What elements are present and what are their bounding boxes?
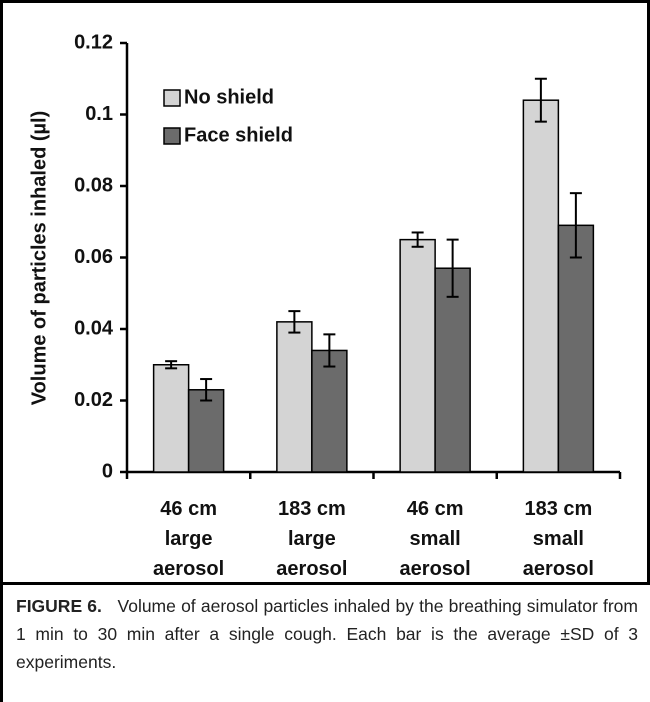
- y-tick-label: 0.08: [74, 174, 113, 196]
- bar: [152, 364, 190, 473]
- chart-frame: [0, 0, 650, 585]
- x-tick-label: 46 cm small aerosol: [400, 498, 471, 580]
- bar: [399, 238, 436, 473]
- bar: [187, 389, 225, 473]
- x-tick-label: 183 cm large aerosol: [276, 498, 347, 580]
- y-axis-label: Volume of particles inhaled (µl): [28, 111, 50, 406]
- bar: [276, 321, 313, 473]
- caption-label: FIGURE 6.: [16, 596, 102, 616]
- bar: [522, 99, 560, 473]
- bar: [311, 349, 348, 473]
- x-tick-label: 46 cm large aerosol: [153, 498, 224, 580]
- y-tick-label: 0.04: [74, 317, 114, 339]
- legend-swatch: [163, 89, 181, 107]
- bar: [557, 224, 595, 473]
- y-tick-label: 0.1: [85, 103, 113, 125]
- x-tick-label: 183 cm small aerosol: [523, 498, 594, 580]
- y-tick-label: 0.12: [74, 31, 113, 53]
- legend-swatch: [163, 127, 181, 145]
- legend-label: No shield: [184, 86, 274, 108]
- y-tick-label: 0: [102, 460, 113, 482]
- legend-label: Face shield: [184, 124, 293, 146]
- y-tick-label: 0.06: [74, 246, 113, 268]
- y-tick-label: 0.02: [74, 389, 113, 411]
- bar: [434, 267, 471, 473]
- caption-text: Volume of aerosol particles inhaled by t…: [16, 596, 638, 672]
- caption: FIGURE 6. Volume of aerosol particles in…: [16, 592, 638, 676]
